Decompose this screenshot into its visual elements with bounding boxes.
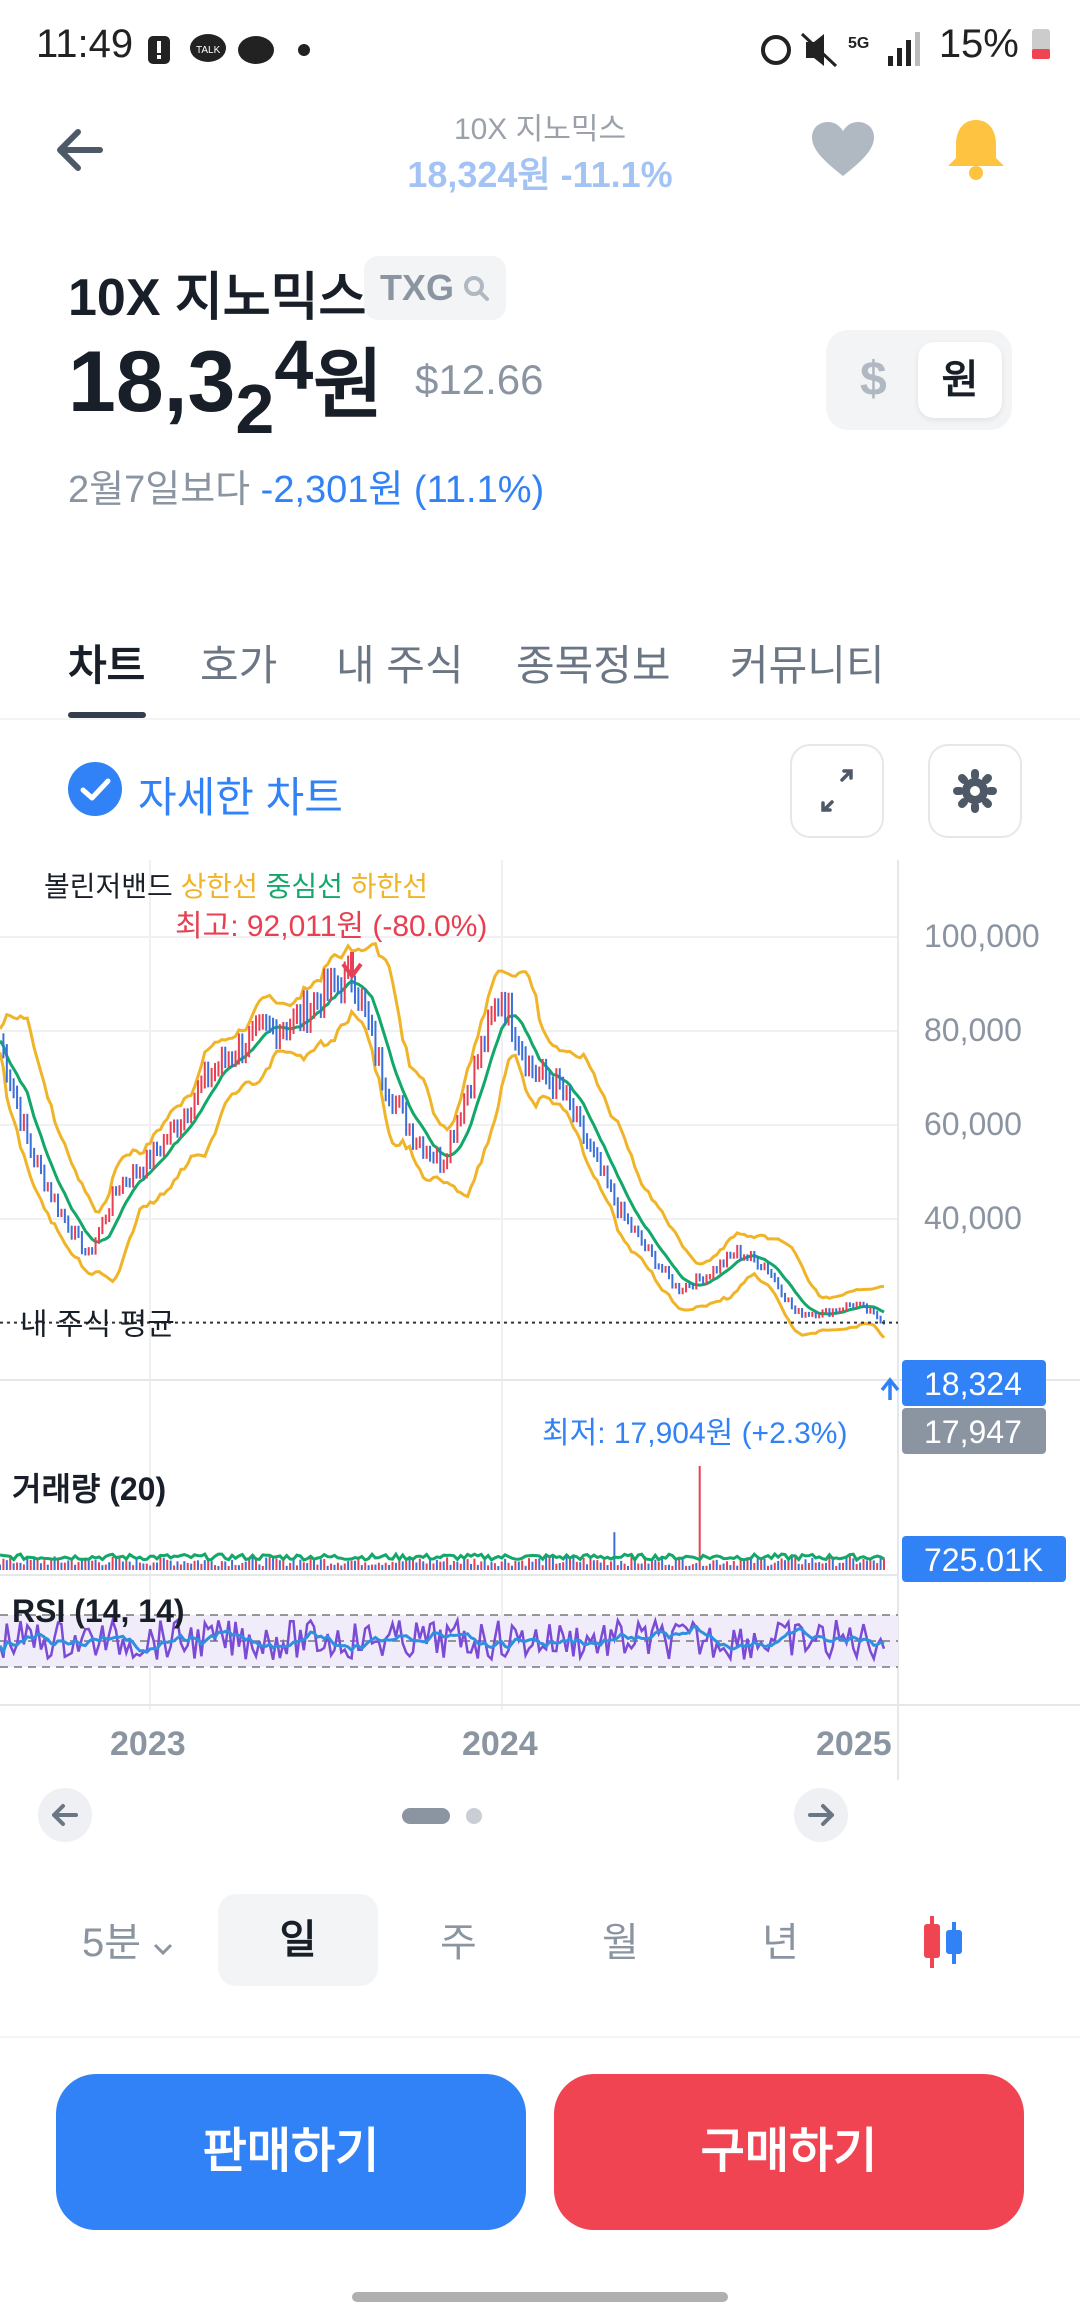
current-price-tag: 18,324: [924, 1366, 1022, 1402]
stock-tabs: 차트 호가 내 주식 종목정보 커뮤니티: [0, 620, 1080, 720]
candlestick-icon[interactable]: [918, 1914, 968, 1970]
pager-dot: [466, 1808, 482, 1824]
period-year[interactable]: 년: [762, 1921, 799, 1965]
tab-chart[interactable]: 차트: [68, 642, 146, 689]
arrow-left-icon: [52, 1804, 78, 1826]
status-bar: 11:49 TALK 5G 15%: [0, 0, 1080, 96]
price-change-row: 2월7일보다 -2,301원 (11.1%): [68, 469, 545, 511]
low-arrow-icon: [880, 1377, 900, 1400]
period-selector: 5분 일 주 월 년: [0, 1890, 1080, 1990]
bollinger-lower: [0, 1008, 886, 1339]
y-tick-label: 40,000: [924, 1200, 1022, 1236]
period-week[interactable]: 주: [440, 1921, 477, 1965]
price-candles: [0, 955, 898, 1325]
price-rolling-digit-low: 2: [235, 370, 275, 448]
currency-krw-option[interactable]: 원: [918, 342, 1002, 418]
ticker-label: TXG: [380, 267, 455, 308]
period-day[interactable]: 일: [218, 1894, 378, 1986]
period-5min[interactable]: 5분: [82, 1910, 174, 1968]
expand-button[interactable]: [790, 744, 884, 838]
period-month[interactable]: 월: [602, 1921, 639, 1965]
checkmark-icon[interactable]: [68, 762, 122, 816]
rsi-line: [0, 1615, 886, 1663]
low-price-label: 최저: 17,904원 (+2.3%): [542, 1417, 847, 1450]
current-price-tag-bg: [902, 1360, 1046, 1406]
chart-settings-button[interactable]: [928, 744, 1022, 838]
currency-usd-option[interactable]: $: [860, 353, 887, 406]
volume-tag: 725.01K: [924, 1542, 1043, 1578]
volume-label: 거래량 (20): [12, 1471, 166, 1507]
heart-icon[interactable]: [810, 120, 876, 180]
ticker-search-chip[interactable]: TXG: [364, 256, 507, 320]
active-tab-indicator: [68, 712, 146, 718]
system-icons: 5G: [761, 32, 920, 68]
arrow-right-icon: [808, 1804, 834, 1826]
stock-name: 10X 지노믹스: [68, 269, 367, 327]
tab-orderbook[interactable]: 호가: [200, 642, 278, 689]
header-stock-name: 10X 지노믹스: [453, 113, 627, 146]
high-price-label: 최고: 92,011원 (-80.0%): [175, 910, 487, 943]
price-usd: $12.66: [415, 356, 544, 403]
y-tick-label: 100,000: [924, 918, 1040, 954]
my-average-label: 내 주식 평균: [20, 1309, 175, 1342]
x-tick-label: 2024: [462, 1725, 538, 1763]
high-arrow-icon: [341, 952, 363, 980]
bollinger-legend: 볼린저밴드 상한선 중심선 하한선: [44, 871, 428, 902]
tab-stock-info[interactable]: 종목정보: [516, 642, 671, 689]
sell-button[interactable]: 판매하기: [56, 2074, 526, 2230]
price-rolling-digit-high: 4: [274, 326, 314, 404]
buy-button[interactable]: 구매하기: [554, 2074, 1024, 2230]
battery-percent: 15%: [939, 22, 1052, 67]
price-change-value: -2,301원 (11.1%): [260, 469, 545, 511]
divider: [0, 2036, 1080, 2038]
bollinger-upper: [0, 941, 885, 1300]
svg-text:TALK: TALK: [196, 45, 221, 56]
volume-ma-line: [0, 1551, 885, 1563]
rsi-indicator: [0, 1614, 898, 1668]
tab-my-stock[interactable]: 내 주식: [336, 642, 464, 689]
volume-tag-bg: [902, 1536, 1066, 1582]
status-time: 11:49: [36, 22, 134, 66]
x-tick-label: 2025: [816, 1725, 892, 1763]
header-price-change: 18,324원 -11.1%: [407, 154, 673, 195]
volume-bars: [0, 1466, 898, 1576]
avg-price-tag-bg: [902, 1408, 1046, 1454]
back-arrow-icon[interactable]: [48, 118, 112, 182]
notification-icons: TALK: [148, 34, 310, 64]
y-tick-label: 60,000: [924, 1106, 1022, 1142]
x-tick-label: 2023: [110, 1725, 186, 1763]
chart-next-button[interactable]: [794, 1788, 848, 1842]
expand-icon: [821, 769, 853, 812]
y-tick-label: 80,000: [924, 1012, 1022, 1048]
top-header: 10X 지노믹스 18,324원 -11.1%: [0, 96, 1080, 206]
rsi-signal-line: [0, 1624, 885, 1656]
home-indicator: [352, 2292, 728, 2302]
detailed-chart-toggle[interactable]: 자세한 차트: [138, 774, 343, 821]
currency-toggle[interactable]: $ 원: [826, 330, 1012, 430]
rsi-label: RSI (14, 14): [12, 1593, 185, 1629]
avg-price-tag: 17,947: [924, 1414, 1022, 1450]
chevron-down-icon: [154, 1943, 173, 1956]
svg-text:5G: 5G: [848, 35, 869, 52]
search-icon: [464, 276, 490, 301]
tab-community[interactable]: 커뮤니티: [730, 642, 885, 689]
gear-icon: [953, 769, 997, 813]
chart-prev-button[interactable]: [38, 1788, 92, 1842]
bell-icon[interactable]: [944, 116, 1008, 182]
current-price: 18,324원: [68, 326, 384, 448]
battery-icon: [1032, 29, 1050, 59]
pager-dot-active: [402, 1808, 450, 1824]
